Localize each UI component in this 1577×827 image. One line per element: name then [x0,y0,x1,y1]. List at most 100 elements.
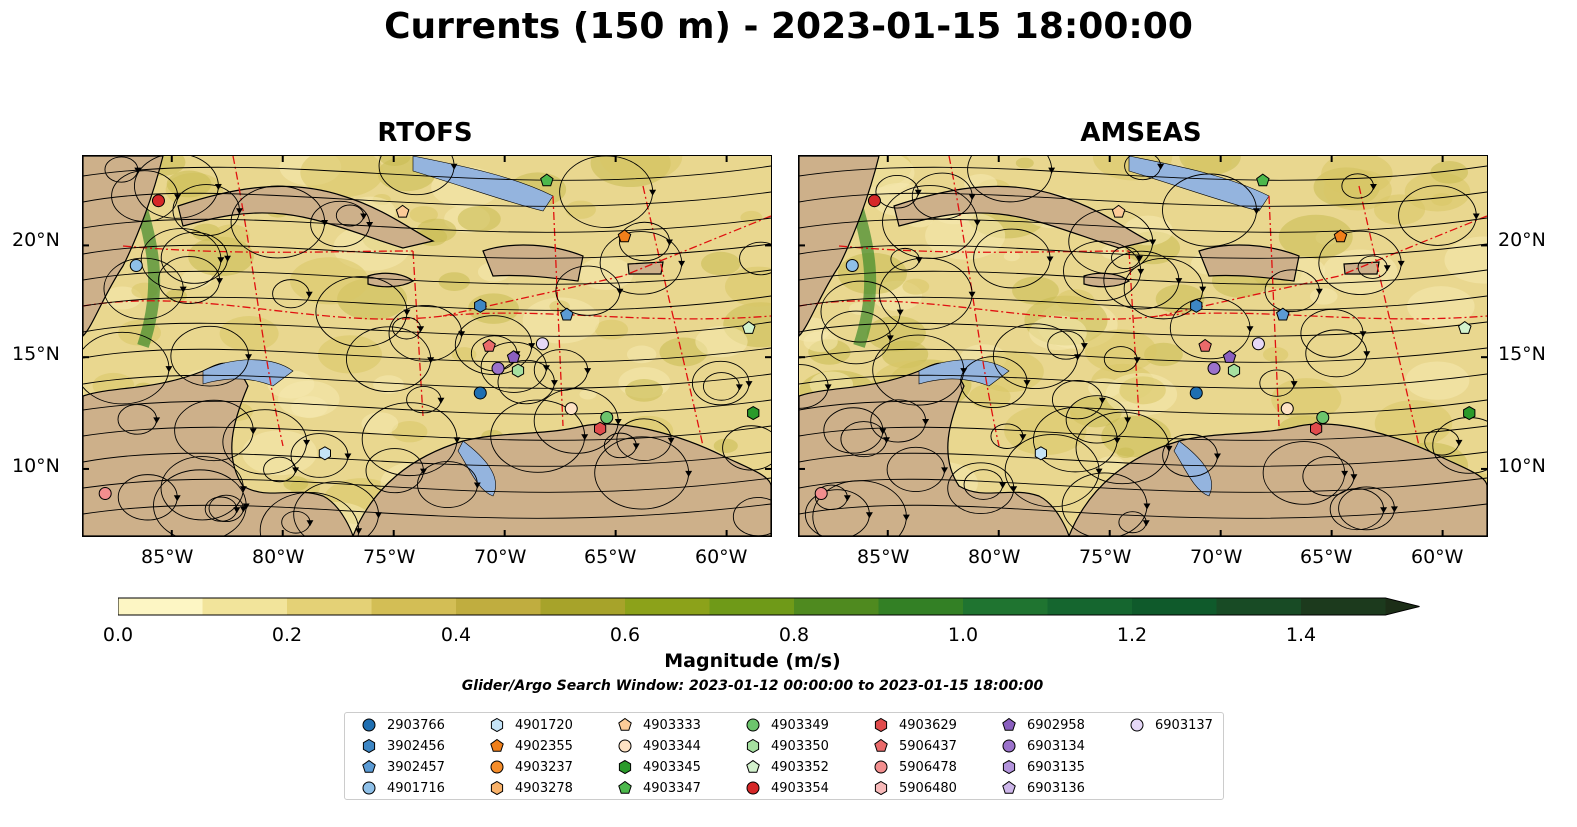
colorbar-tick: 0.0 [102,624,134,646]
speed-field-patch [902,278,930,295]
streamline-arrow [632,443,640,450]
speed-field-patch [925,211,1006,260]
streamline-arrow [134,167,142,174]
colorbar-segment [625,598,710,615]
eez-boundary [799,300,1487,320]
float-marker-6903134 [1207,361,1221,375]
legend-marker-circle [746,781,760,795]
lon-tick-60w: 60°W [1411,546,1464,568]
legend-item-3902456: 3902456 [361,736,445,756]
streamline-arrow [473,482,481,489]
legend-marker-pentagon [490,738,504,752]
streamline-arrow [355,528,363,535]
streamline-arrow [528,343,536,350]
land-jamaica [367,272,415,288]
speed-field-patch [866,315,926,352]
colorbar-segment [794,598,879,615]
float-marker-4903349 [1316,411,1330,425]
speed-field-patch [626,345,657,364]
legend-label: 5906437 [899,738,957,754]
legend-item-2903766: 2903766 [361,715,445,735]
float-marker-3902456 [474,298,487,313]
speed-field-patch [409,206,438,224]
eez-boundary [442,215,771,317]
streamline-arrow [968,194,976,201]
legend-label: 4903352 [771,759,829,775]
speed-field-patch [1430,161,1469,184]
streamline-arrow [973,220,981,226]
float-marker-4903352 [742,320,756,334]
streamline-arrow [735,384,743,391]
lon-tick-70w: 70°W [474,546,527,568]
float-marker-4903344 [1280,402,1294,416]
streamline [83,243,771,259]
legend-item-4903349: 4903349 [745,715,829,735]
legend-marker [746,759,760,773]
legend-item-6903136: 6903136 [1001,778,1085,798]
map-rtofs[interactable] [82,155,772,537]
float-marker-4903349 [600,411,614,425]
speed-field-patch [578,257,634,290]
legend-marker [746,738,760,754]
streamline-eddy [739,241,771,276]
streamline-arrow [551,380,558,387]
streamline [799,451,1487,467]
streamline-arrow [914,189,922,196]
legend-marker [362,718,376,732]
streamline-arrow [896,309,904,316]
streamline-arrow [1010,486,1018,493]
map-amseas[interactable] [798,155,1488,537]
eez-boundary [642,185,704,447]
streamline-arrow [584,368,592,375]
colorbar-segment [1047,598,1133,615]
legend-marker-circle [362,718,376,732]
float-marker-3902456 [1190,298,1203,313]
legend-marker [746,718,760,732]
speed-field-patch [1405,361,1470,400]
colorbar-extend-arrow [1385,598,1420,615]
land-jamaica [1083,272,1131,288]
legend-marker [1130,718,1144,732]
streamline-arrow [1383,265,1391,272]
streamline [83,477,771,493]
speed-field-patch [625,379,663,402]
legend-marker [490,760,504,774]
search-window-text: Glider/Argo Search Window: 2023-01-12 00… [461,678,1044,694]
streamline-arrow [824,384,832,391]
streamline-arrow [843,495,851,502]
speed-field-patch [579,389,597,400]
streamline [799,373,1487,389]
streamline-arrow [649,189,657,196]
float-marker-5906437 [1198,338,1212,352]
legend-marker [362,781,376,795]
colorbar-segment [118,598,203,615]
colorbar-tick: 0.4 [440,624,472,646]
lon-tick-75w: 75°W [363,546,416,568]
legend-item-4901716: 4901716 [361,778,445,798]
legend-marker-circle [1130,718,1144,732]
float-marker-4903629 [1310,421,1323,436]
float-marker-4903347 [1256,173,1270,187]
streamline [83,399,771,415]
legend-marker [618,739,632,753]
streamline-arrow [366,222,374,228]
legend-marker-circle [874,760,888,774]
legend-item-4903629: 4903629 [873,715,957,735]
streamline-arrow [685,470,693,477]
streamline-arrow [1019,434,1027,441]
streamline-eddy [732,497,771,536]
float-marker-4901716 [845,259,859,273]
legend-label: 4903344 [643,738,701,754]
colorbar-segment [963,598,1048,615]
land-cuba [893,185,1151,249]
colorbar [117,596,1453,622]
streamline [83,451,771,467]
lat-tick-15n: 15°N [12,343,60,365]
streamline-arrow [1290,381,1298,388]
legend-label: 4903345 [643,759,701,775]
legend-item-4903344: 4903344 [617,736,701,756]
legend-marker [874,717,888,733]
speed-field-patch [212,224,250,247]
float-marker-4901720 [1034,446,1047,461]
streamline-arrow [1046,256,1054,263]
